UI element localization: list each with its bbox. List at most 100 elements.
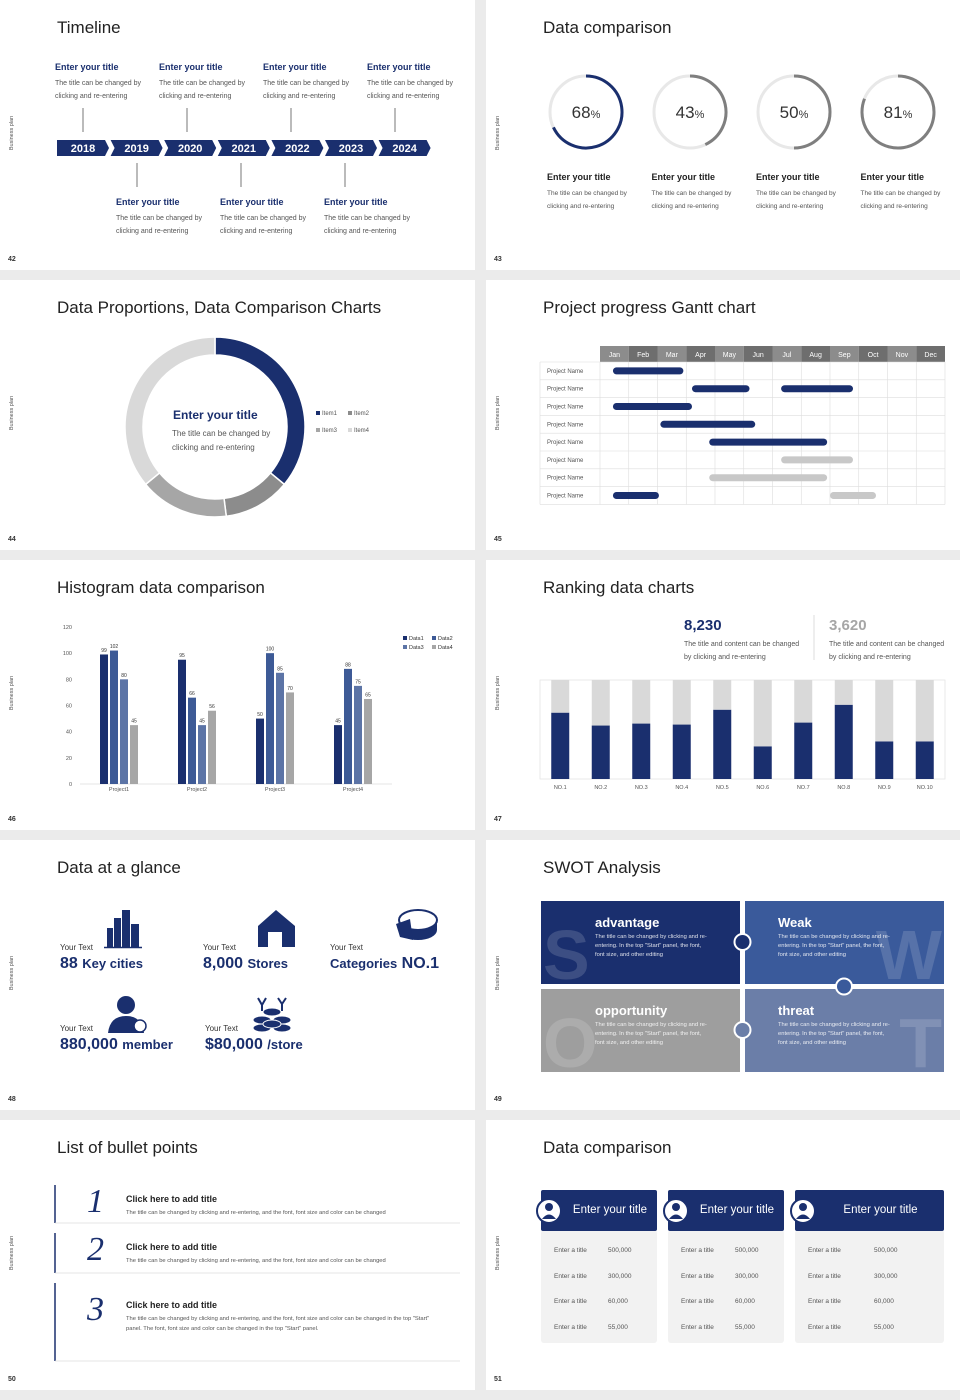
y-tick-label: 60 [66,704,72,710]
page-number: 50 [8,1376,16,1383]
stat-label: Your Text [203,943,236,952]
legend-label: Data1 [409,636,424,642]
card-icon [672,1203,680,1211]
value-label: 70 [287,686,293,692]
row-label: Enter a title [554,1247,587,1254]
value-label: 99 [101,648,107,654]
row-label: Enter a title [681,1298,714,1305]
x-tick-label: NO.9 [878,785,891,791]
center-text: The title can be changed by clicking and… [172,429,271,452]
timeline-segment [378,140,431,156]
page-number: 51 [494,1376,502,1383]
timeline-segment [325,140,377,156]
timeline-segment [110,140,163,156]
stacked-bar [591,680,610,726]
slide: 0 20 40 60 80 100 120 Project1 99 102 80 45 Project2… [0,560,475,830]
stacked-bar [875,741,894,779]
row-value: 500,000 [735,1247,759,1254]
legend-label: Data3 [409,645,424,651]
slide: Business plan 48 Data at a glance Your Text… [0,840,475,1110]
sidebar-label: Business plan [495,675,501,711]
slide-graphics: Item1 Item2 Item3 Item4 [124,336,370,518]
stat-unit: Key cities [82,956,143,971]
swot-letter: S [543,916,590,994]
gantt-bar [612,492,659,499]
stacked-bar [713,680,732,710]
stacked-bar [672,724,691,779]
page-number: 45 [494,536,502,543]
y-tick-label: 100 [63,651,72,657]
value-label: 85 [277,666,283,672]
sidebar-label: Business plan [495,1235,501,1271]
stat-unit: member [122,1037,173,1052]
value-label: 75 [355,679,361,685]
x-tick-label: NO.4 [675,785,688,791]
month-label: Apr [695,352,707,359]
ring-label: 50% [780,103,809,122]
x-tick-label: NO.8 [837,785,850,791]
slide-graphics: 68% 43% 50% 81% [548,74,936,150]
bar [344,668,352,784]
stacked-bar [632,680,651,724]
stat-line: Categories NO.1 [330,955,439,973]
bar [266,653,274,784]
month-label: May [723,352,737,359]
sidebar-label: Business plan [9,675,15,711]
stat-unit: Categories [330,956,398,971]
value-label: 65 [365,692,371,698]
swot-title: Weak [778,915,812,930]
timeline-year: 2022 [285,143,309,155]
timeline-segment [57,140,109,156]
timeline-year: 2023 [339,143,363,155]
bar [208,710,216,784]
card-body [541,1230,657,1343]
event-text: The title can be changed by clicking and… [367,80,454,100]
slide-graphics: S W O T [541,901,944,1082]
event-text: The title can be changed by clicking and… [159,80,246,100]
slide: S W O T Business plan 49 SWOT Analysis advantag… [486,840,960,1110]
value-label: 88 [345,662,351,668]
swot-title: threat [778,1003,815,1018]
sidebar-label: Business plan [495,115,501,151]
bar [198,725,206,784]
item-text: The title can be changed by clicking and… [547,190,627,210]
bullet-text: The title can be changed by clicking and… [126,1258,386,1264]
bullet-title: Click here to add title [126,1194,218,1204]
row-label: Project Name [547,422,584,428]
ring-value: 68 [572,103,591,122]
gantt-bar [660,420,756,428]
stat-label: Your Text [60,1024,93,1033]
ring-label: 81% [884,103,913,122]
row-label: Project Name [547,476,584,482]
swot-text: The title can be changed by clicking and… [595,1022,707,1046]
bar [178,659,186,784]
row-value: 500,000 [608,1247,632,1254]
slide: 2018 2019 2020 2021 2022 2023 2024 Business pla… [0,0,475,270]
slide-title: List of bullet points [57,1138,198,1157]
slide: NO.1 NO.2 NO.3 NO.4 NO.5 NO.6 NO.7 NO.8 NO.9 NO.1… [486,560,960,830]
sidebar-label: Business plan [9,115,15,151]
item-text: The title can be changed by clicking and… [651,190,732,210]
stacked-bar [551,680,570,713]
gantt-bar [692,385,750,393]
card-icon [669,1214,683,1219]
month-label: Sep [838,352,851,359]
card-body [795,1230,944,1343]
stat-line: 8,000 Stores [203,955,288,973]
swot-text: The title can be changed by clicking and… [595,934,707,958]
icon [258,910,295,947]
icon [262,1019,282,1029]
swot-letter: T [899,1004,942,1082]
item-text: The title can be changed by clicking and… [860,190,941,210]
stacked-bar [794,722,813,779]
swot-quadrant [541,901,740,984]
page-number: 48 [8,1096,16,1103]
month-label: Dec [924,352,937,359]
card-icon [542,1214,556,1219]
row-value: 55,000 [608,1323,628,1331]
ring-progress [860,74,936,150]
bullet-number: 3 [87,1291,104,1328]
card-icon [796,1214,810,1219]
